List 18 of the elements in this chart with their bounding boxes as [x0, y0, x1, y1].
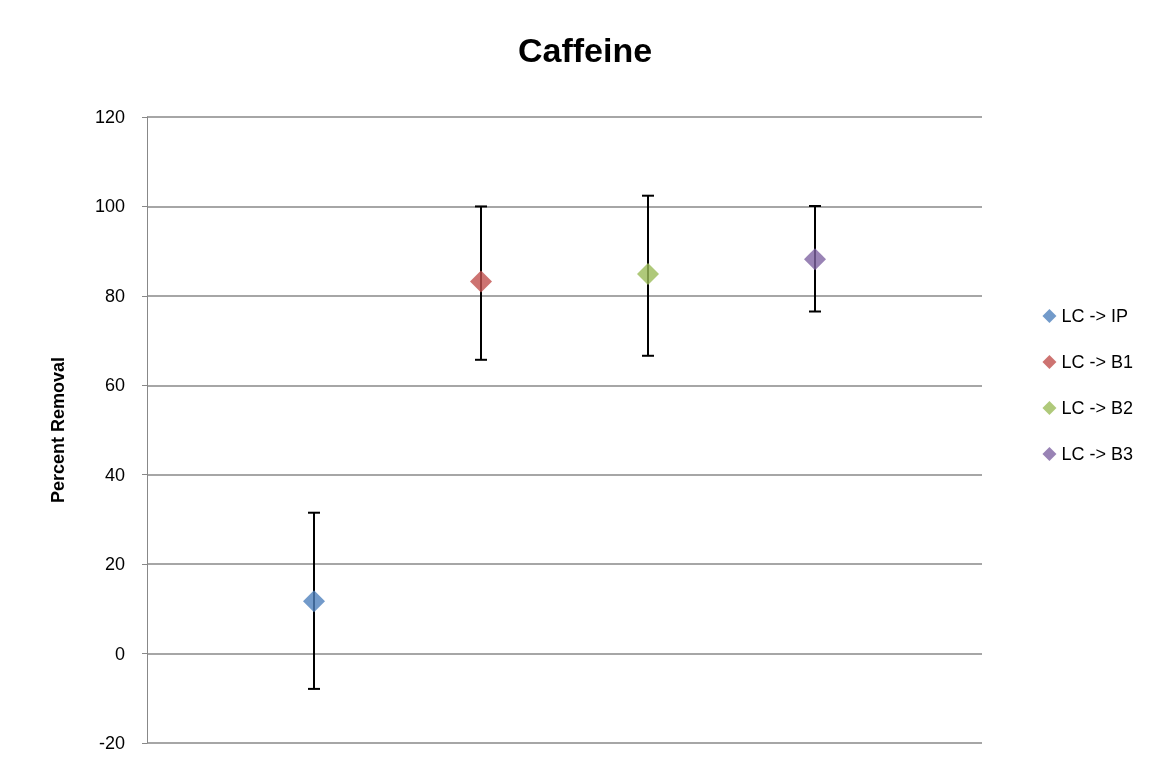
point: [804, 248, 826, 271]
y-tick-label: 60: [104, 375, 125, 396]
y-tick-label: 80: [104, 285, 125, 306]
legend-label: LC -> B2: [1061, 398, 1134, 418]
y-tick-label: 20: [104, 554, 125, 575]
y-tick-label: 100: [94, 196, 125, 217]
y-tick-label: 40: [104, 464, 125, 485]
legend-label: LC -> B1: [1061, 352, 1134, 372]
y-tick-label: 120: [94, 107, 125, 127]
chart-title: Caffeine: [517, 31, 653, 69]
legend-label: LC -> B3: [1061, 444, 1134, 464]
point: [637, 262, 659, 285]
y-tick-label: -20: [98, 733, 125, 753]
legend-label: LC -> IP: [1061, 306, 1128, 326]
point: [303, 590, 325, 613]
y-axis-title: Percent Removal: [48, 356, 68, 504]
point: [470, 270, 492, 293]
y-tick-label: 0: [114, 643, 125, 664]
